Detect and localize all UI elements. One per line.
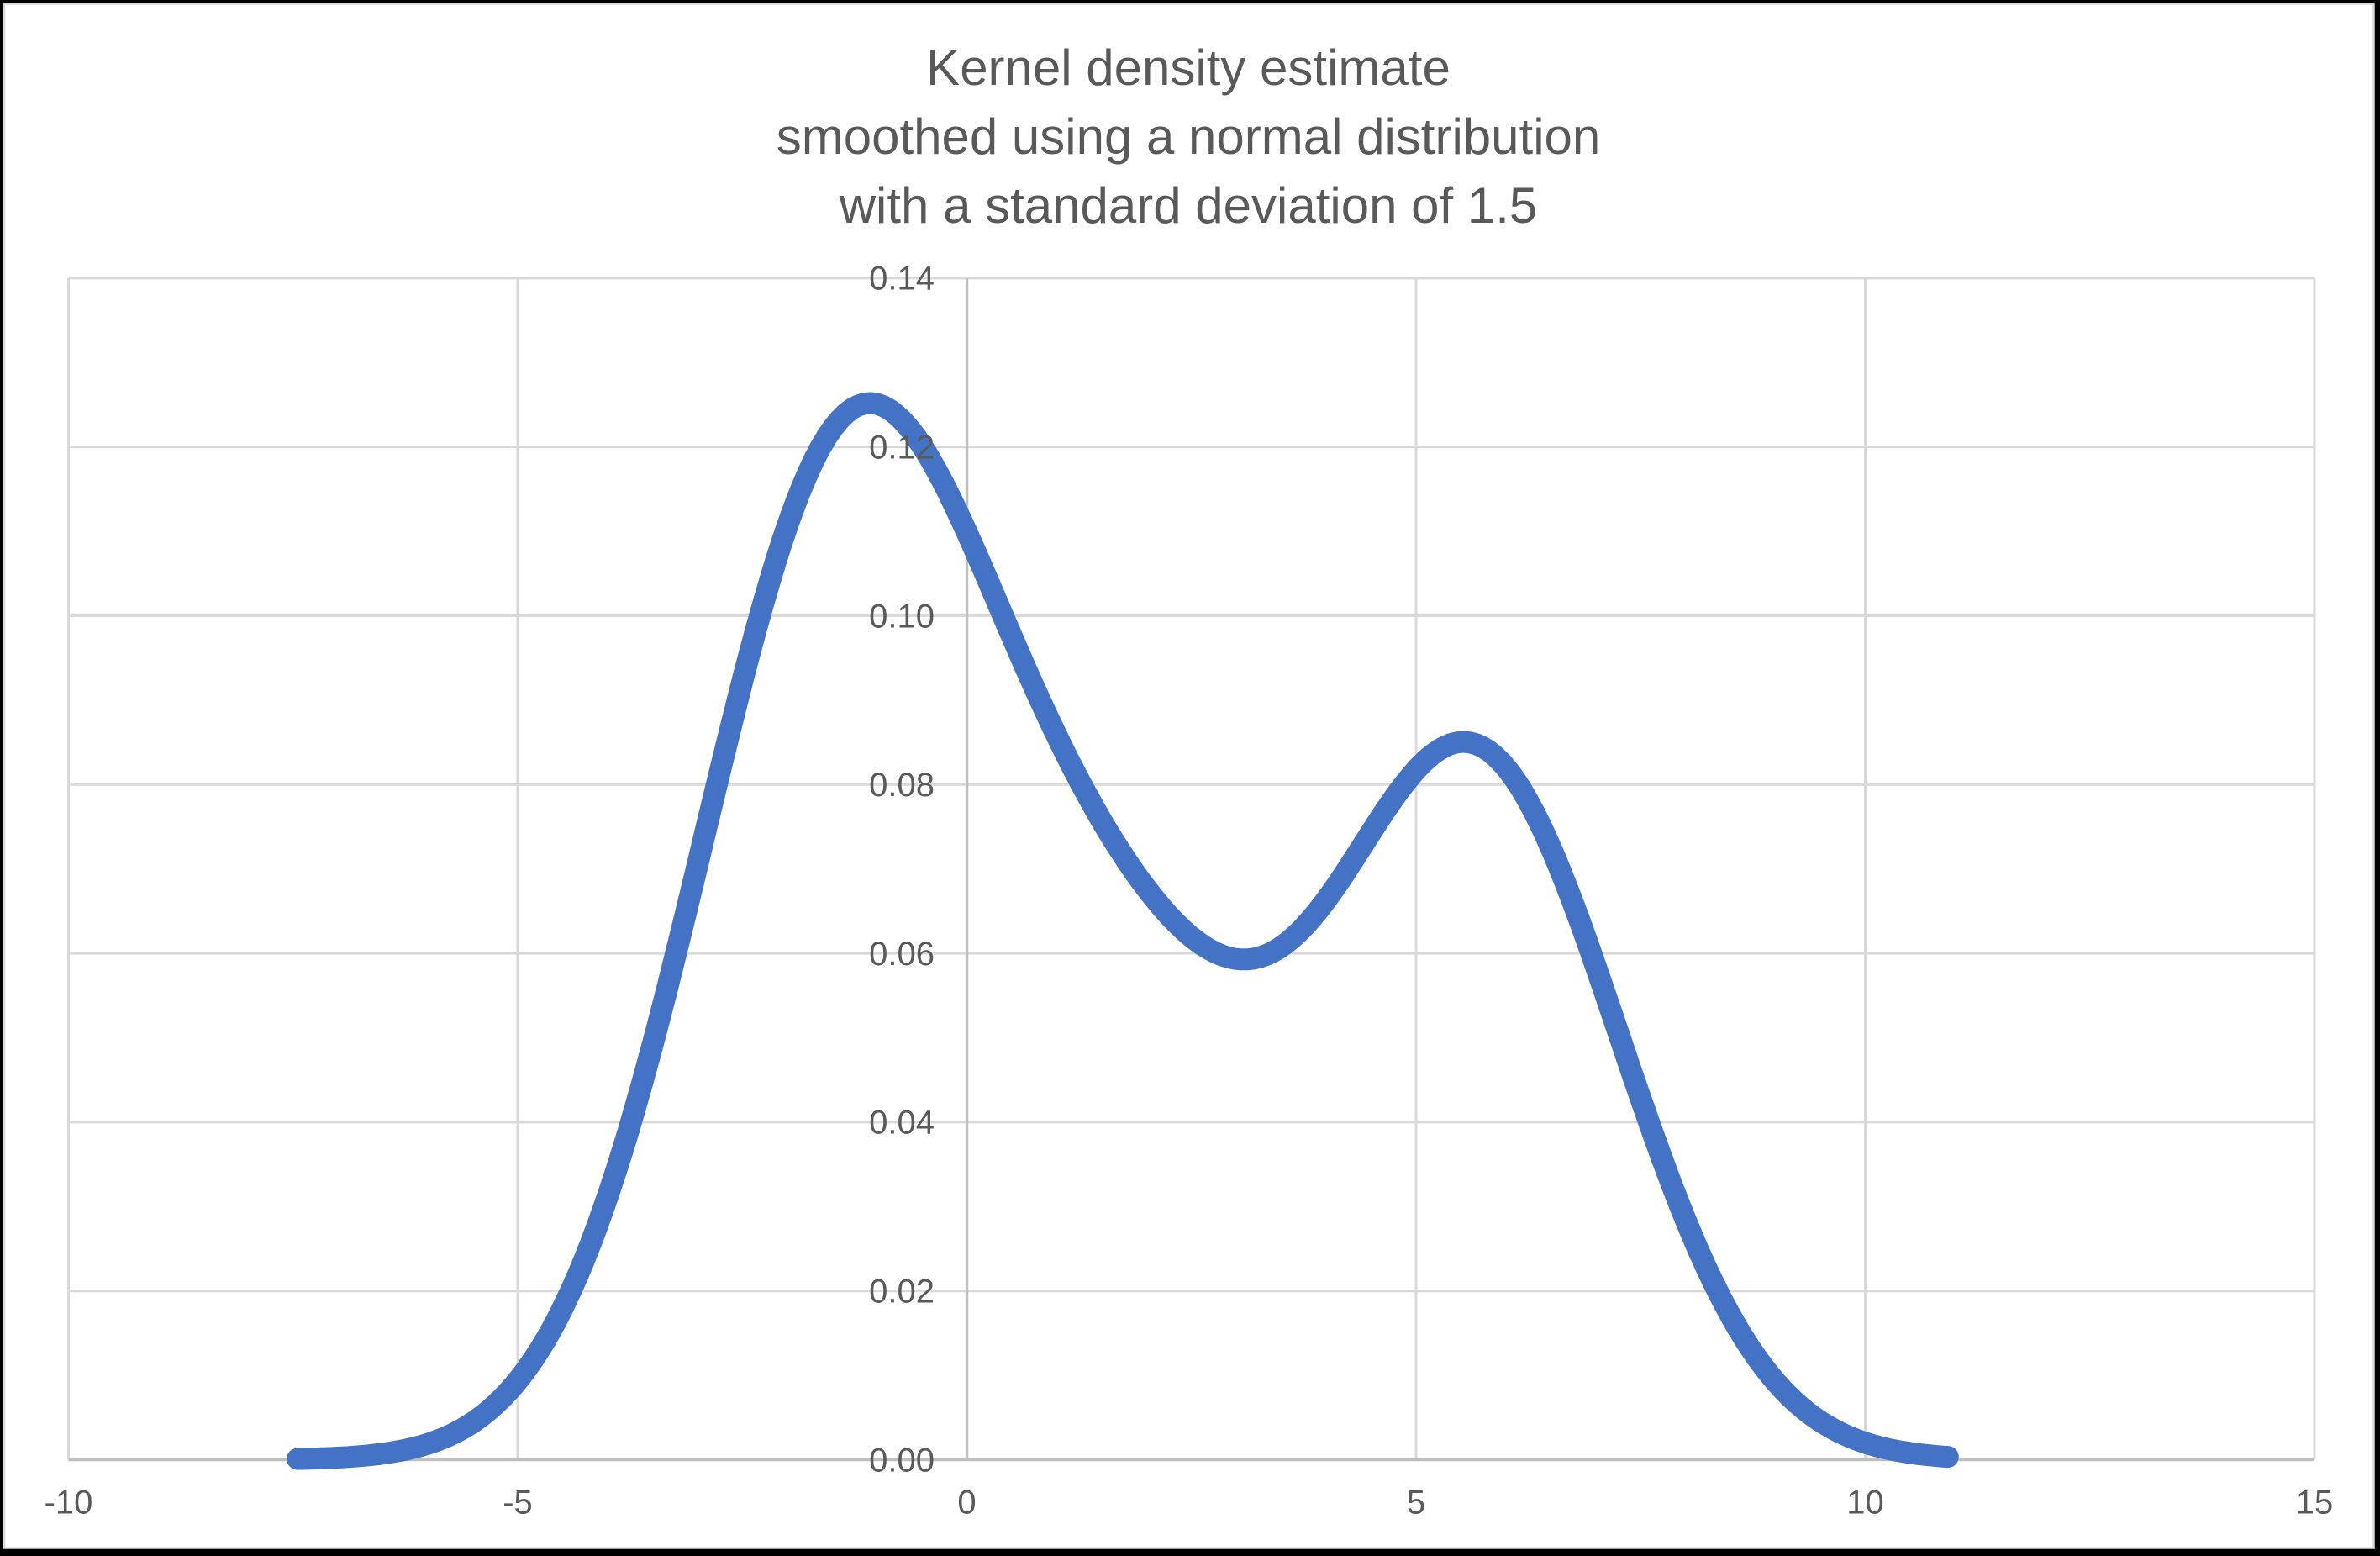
- svg-text:0.12: 0.12: [869, 430, 935, 467]
- svg-text:smoothed using a normal distri: smoothed using a normal distribution: [777, 108, 1601, 165]
- svg-text:0.10: 0.10: [869, 598, 935, 635]
- svg-text:0.06: 0.06: [869, 936, 935, 973]
- svg-text:0: 0: [957, 1485, 976, 1522]
- svg-text:0.08: 0.08: [869, 767, 935, 804]
- svg-text:5: 5: [1407, 1485, 1425, 1522]
- svg-text:-10: -10: [45, 1485, 93, 1522]
- svg-text:10: 10: [1846, 1485, 1884, 1522]
- svg-text:0.02: 0.02: [869, 1274, 935, 1311]
- svg-text:0.14: 0.14: [869, 261, 935, 298]
- svg-text:with a standard deviation of 1: with a standard deviation of 1.5: [839, 177, 1538, 234]
- svg-text:0.00: 0.00: [869, 1442, 935, 1479]
- svg-text:0.04: 0.04: [869, 1105, 935, 1142]
- svg-text:Kernel density estimate: Kernel density estimate: [926, 40, 1451, 96]
- svg-text:-5: -5: [503, 1485, 533, 1522]
- svg-text:15: 15: [2296, 1485, 2334, 1522]
